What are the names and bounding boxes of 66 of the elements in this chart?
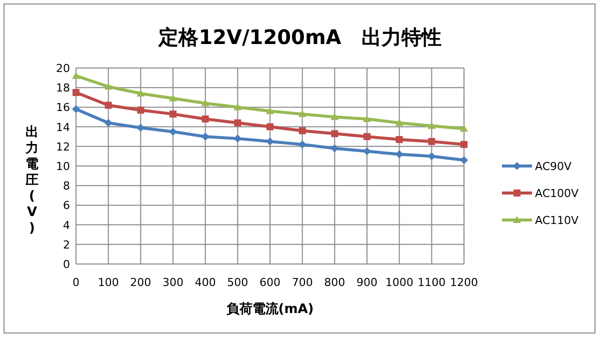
y-tick-label: 2: [63, 238, 70, 252]
point: [331, 130, 338, 138]
point: [170, 110, 176, 118]
point: [396, 136, 403, 144]
point: [298, 140, 306, 148]
point: [460, 140, 468, 148]
point: [72, 72, 80, 79]
point: [72, 105, 80, 114]
point: [136, 89, 145, 96]
y-tick-label: 20: [56, 62, 70, 75]
y-tick-label: 0: [63, 258, 70, 271]
x-tick-label: 100: [98, 276, 119, 289]
point: [169, 94, 177, 102]
point: [234, 119, 242, 126]
y-tick-label: 12: [56, 140, 70, 154]
point: [460, 156, 468, 164]
point: [201, 132, 210, 141]
x-tick-label: 600: [260, 276, 280, 289]
point: [234, 103, 242, 110]
point: [202, 115, 209, 122]
point: [266, 123, 274, 130]
y-tick-label: 14: [56, 120, 70, 134]
y-tick-label: 10: [56, 160, 70, 173]
y-tick-label: 4: [63, 218, 70, 232]
y-tick-label: 16: [56, 101, 70, 114]
point: [104, 102, 112, 109]
y-tick-label: 18: [56, 82, 70, 95]
point: [330, 144, 339, 152]
point: [104, 118, 112, 127]
point: [266, 107, 274, 114]
point: [364, 133, 370, 140]
x-tick-label: 1100: [418, 276, 446, 289]
point: [363, 114, 371, 122]
x-tick-label: 200: [130, 276, 152, 289]
x-tick-label: 0: [72, 276, 80, 289]
x-tick-label: 1000: [385, 276, 414, 289]
point: [169, 128, 177, 136]
point: [104, 82, 112, 90]
chart-title: 定格12V/1200mA 出力特性: [158, 25, 442, 49]
y-axis-title: 出力電圧(V): [24, 125, 38, 236]
point: [266, 138, 274, 146]
x-tick-label: 700: [292, 276, 313, 289]
point: [298, 127, 306, 134]
point: [137, 106, 144, 114]
point: [428, 138, 436, 145]
legend-label: AC90V: [535, 160, 572, 173]
point: [363, 147, 371, 156]
y-tick-label: 8: [63, 180, 70, 193]
point: [234, 134, 242, 143]
y-tick-label: 6: [63, 199, 70, 212]
x-tick-label: 800: [324, 276, 346, 289]
x-tick-label: 900: [356, 276, 378, 289]
point: [395, 118, 404, 126]
legend-label: AC110V: [535, 214, 580, 227]
x-tick-label: 500: [227, 276, 248, 289]
x-tick-label: 300: [162, 276, 184, 289]
point: [201, 99, 210, 106]
x-axis-title: 負荷電流(mA): [226, 301, 314, 317]
point: [298, 110, 306, 118]
point: [460, 124, 468, 132]
x-tick-label: 1200: [450, 276, 478, 289]
legend-label: AC100V: [535, 187, 580, 200]
point: [428, 122, 436, 129]
x-tick-label: 400: [194, 276, 216, 289]
point: [330, 113, 339, 120]
point: [72, 89, 80, 96]
